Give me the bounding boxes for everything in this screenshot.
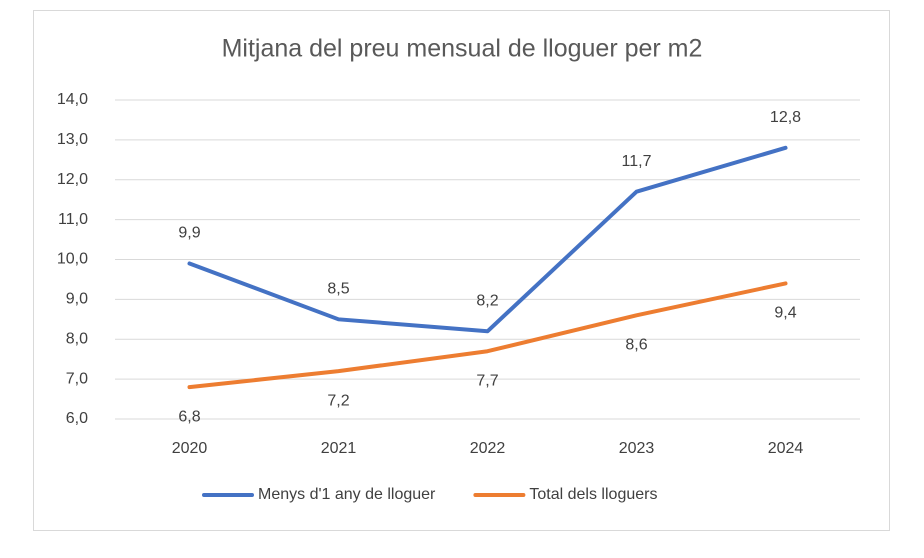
y-tick-label: 13,0: [57, 131, 88, 148]
data-label: 6,8: [178, 408, 200, 425]
data-label: 8,6: [625, 337, 647, 354]
data-label: 11,7: [622, 153, 652, 170]
y-tick-label: 9,0: [66, 291, 88, 308]
y-tick-label: 6,0: [66, 410, 88, 427]
y-tick-label: 12,0: [57, 171, 88, 188]
x-tick-label: 2020: [172, 440, 208, 457]
data-label: 9,4: [774, 305, 796, 322]
y-tick-label: 8,0: [66, 330, 88, 347]
data-line: [187, 145, 788, 334]
data-label: 8,5: [327, 281, 349, 298]
x-tick-label: 2022: [470, 440, 506, 457]
x-tick-label: 2024: [768, 440, 804, 457]
y-tick-label: 11,0: [58, 211, 88, 228]
data-label: 7,2: [327, 392, 349, 409]
x-tick-label: 2023: [619, 440, 655, 457]
chart-border: [33, 10, 890, 531]
legend-label: Total dels lloguers: [529, 486, 657, 503]
data-label: 7,7: [476, 372, 498, 389]
data-line: [187, 281, 788, 390]
chart-title: Mitjana del preu mensual de lloguer per …: [222, 35, 703, 63]
data-label: 9,9: [178, 225, 200, 242]
legend-label: Menys d'1 any de lloguer: [258, 486, 436, 503]
y-tick-label: 7,0: [66, 370, 88, 387]
x-tick-label: 2021: [321, 440, 357, 457]
y-tick-label: 10,0: [57, 251, 88, 268]
data-label: 12,8: [770, 109, 801, 126]
data-label: 8,2: [476, 292, 498, 309]
y-tick-label: 14,0: [57, 91, 88, 108]
